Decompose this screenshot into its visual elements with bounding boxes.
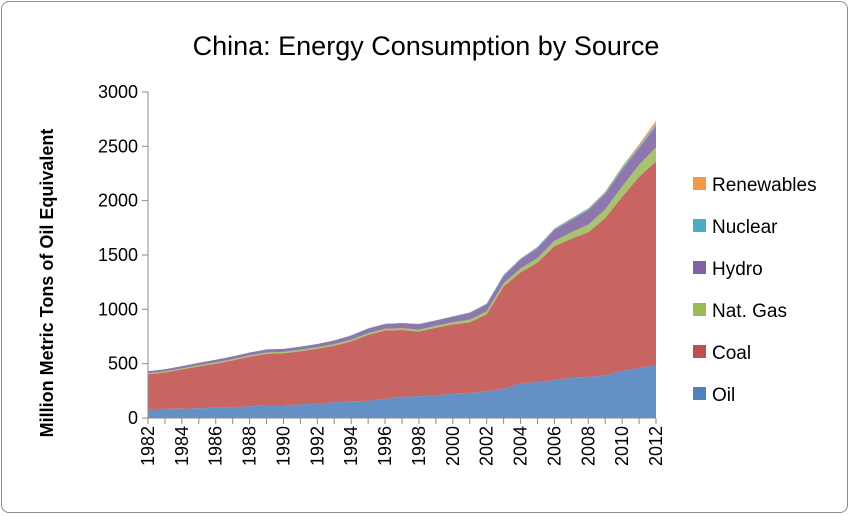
- area-hydro: [148, 126, 656, 374]
- legend-swatch-hydro: [693, 261, 706, 274]
- x-tick-label: 1990: [273, 426, 293, 466]
- area-series-group: [148, 120, 656, 418]
- legend-label-renewables: Renewables: [712, 175, 817, 196]
- axes-group: 0 500 1000 1500 2000 2500 3000 1982 1984 1986 1988…: [98, 82, 666, 466]
- x-tick-label: 1998: [409, 426, 429, 466]
- x-tick-label: 1984: [172, 426, 192, 466]
- x-tick-label: 2008: [578, 426, 598, 466]
- x-tick-label: 1992: [307, 426, 327, 466]
- x-tick-label: 1986: [206, 426, 226, 466]
- area-oil: [148, 365, 656, 418]
- y-tick-label: 2000: [98, 191, 138, 211]
- legend-swatch-coal: [693, 345, 706, 358]
- y-tick-label: 1500: [98, 245, 138, 265]
- legend-swatch-nuclear: [693, 219, 706, 232]
- y-tick-label: 2500: [98, 136, 138, 156]
- chart-title: China: Energy Consumption by Source: [193, 31, 660, 61]
- y-tick-label: 500: [108, 354, 138, 374]
- y-axis-label: Million Metric Tons of Oil Equivalent: [37, 129, 57, 438]
- x-tick-label: 1996: [375, 426, 395, 466]
- y-tick-label: 0: [128, 408, 138, 428]
- x-tick-label: 2006: [544, 426, 564, 466]
- x-tick-label: 2012: [646, 426, 666, 466]
- x-tick-label: 1982: [138, 426, 158, 466]
- legend: Renewables Nuclear Hydro Nat. Gas Coal Oil: [693, 175, 817, 406]
- x-tick-label: 2002: [477, 426, 497, 466]
- legend-swatch-nat-gas: [693, 303, 706, 316]
- legend-label-nuclear: Nuclear: [712, 217, 778, 238]
- legend-label-hydro: Hydro: [712, 259, 763, 280]
- legend-label-coal: Coal: [712, 343, 751, 364]
- y-tick-label: 3000: [98, 82, 138, 102]
- area-coal: [148, 161, 656, 410]
- x-tick-label: 2010: [612, 426, 632, 466]
- y-tick-label: 1000: [98, 299, 138, 319]
- x-tick-label: 1994: [341, 426, 361, 466]
- legend-label-oil: Oil: [712, 385, 735, 406]
- legend-swatch-oil: [693, 387, 706, 400]
- x-tick-label: 2004: [511, 426, 531, 466]
- x-tick-label: 1988: [240, 426, 260, 466]
- x-tick-label: 2000: [443, 426, 463, 466]
- area-nat-gas: [148, 147, 656, 375]
- legend-label-nat-gas: Nat. Gas: [712, 301, 787, 322]
- legend-swatch-renewables: [693, 177, 706, 190]
